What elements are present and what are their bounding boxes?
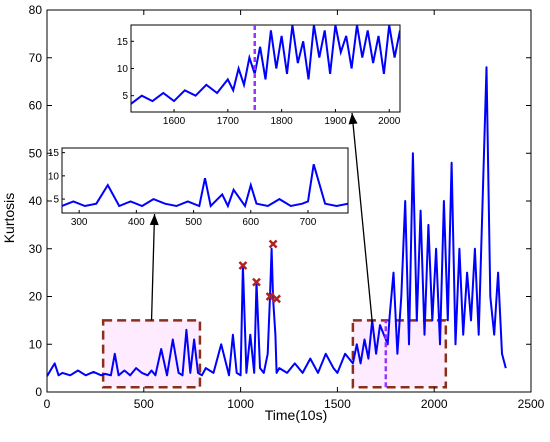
x-tick-label: 1500: [324, 397, 351, 411]
x-tick-label: 500: [134, 397, 154, 411]
inset-x-tick-label: 300: [71, 217, 88, 228]
y-tick-label: 20: [29, 290, 43, 304]
inset-upper: 1600 1700 1800 1900 2000 5 10 15: [117, 24, 401, 127]
inset-x-tick-label: 400: [128, 217, 145, 228]
y-tick-label: 60: [29, 99, 43, 113]
inset-x-tick-label: 1900: [324, 116, 347, 127]
inset-y-tick-label: 5: [53, 195, 59, 206]
y-axis-title: Kurtosis: [1, 193, 17, 244]
kurtosis-series-line: [46, 66, 507, 377]
cross-marker: [265, 292, 275, 301]
x-tick-label: 0: [44, 397, 51, 411]
inset-series-line: [62, 164, 348, 209]
arrow-upper-inset-shaft: [351, 112, 373, 323]
inset-x-tick-label: 600: [242, 217, 259, 228]
inset-y-tick-label: 15: [117, 37, 129, 48]
arrow-upper-inset-head: [348, 113, 358, 125]
cross-marker: [268, 239, 278, 249]
inset-lower: 300 400 500 600 700 5 10 15: [48, 147, 349, 228]
inset-y-tick-label: 10: [48, 171, 60, 182]
inset-x-tick-label: 1700: [217, 116, 240, 127]
y-tick-label: 30: [29, 242, 43, 256]
callout-arrows: [149, 112, 373, 323]
y-tick-label: 70: [29, 51, 43, 65]
arrow-lower-inset-shaft: [150, 213, 156, 321]
cross-marker: [252, 277, 261, 287]
inset-x-tick-label: 700: [300, 217, 317, 228]
inset-x-tick-label: 1600: [163, 116, 186, 127]
x-tick-label: 2500: [518, 397, 545, 411]
y-tick-label: 10: [29, 337, 43, 351]
inset-series-line: [131, 25, 400, 105]
inset-x-tick-label: 2000: [378, 116, 401, 127]
cross-marker: [272, 294, 281, 304]
inset-y-tick-label: 15: [48, 148, 60, 159]
y-tick-label: 0: [35, 385, 42, 399]
inset-y-tick-label: 10: [117, 64, 129, 75]
inset-x-tick-label: 1800: [271, 116, 294, 127]
y-tick-label: 50: [29, 146, 43, 160]
arrow-lower-inset-head: [149, 214, 159, 226]
x-tick-label: 2000: [421, 397, 448, 411]
cross-marker: [238, 261, 248, 270]
y-tick-label: 80: [29, 3, 43, 17]
y-tick-label: 40: [29, 194, 43, 208]
x-tick-label: 1000: [227, 397, 254, 411]
x-axis-title: Time(10s): [265, 407, 328, 423]
inset-x-tick-label: 500: [185, 217, 202, 228]
inset-y-tick-label: 5: [122, 91, 128, 102]
